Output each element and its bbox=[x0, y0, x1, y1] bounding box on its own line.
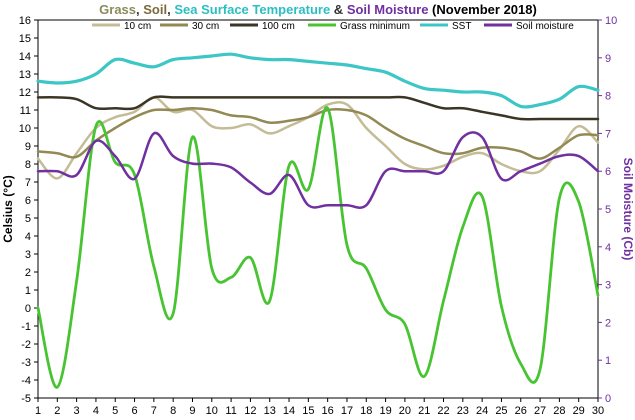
x-tick-label: 1 bbox=[35, 405, 41, 417]
y-left-tick-label: 10 bbox=[19, 123, 31, 135]
x-tick-label: 14 bbox=[283, 405, 295, 417]
y-left-tick-label: -4 bbox=[21, 375, 31, 387]
series-lines bbox=[36, 52, 600, 389]
chart-title-part: Soil Moisture bbox=[347, 2, 429, 17]
y-right-tick-label: 7 bbox=[605, 128, 611, 140]
y-left-tick-label: -5 bbox=[21, 393, 31, 405]
chart-title-part: (November 2018) bbox=[428, 2, 536, 17]
y-left-tick-label: -3 bbox=[21, 357, 31, 369]
legend: 10 cm 30 cm 100 cm Grass minimum SST Soil moi… bbox=[92, 21, 574, 32]
legend-label-sst: SST bbox=[452, 21, 471, 32]
plot-frame bbox=[37, 19, 599, 399]
y-axis-right-title: Soil Moisture (Cb) bbox=[621, 158, 635, 261]
y-left-tick-label: 5 bbox=[25, 213, 31, 225]
y-axis-right: 0 1 2 3 4 5 6 7 8 9 10 bbox=[598, 15, 617, 405]
chart-title-part: Sea Surface Temperature bbox=[174, 2, 330, 17]
legend-label-10-cm: 10 cm bbox=[124, 21, 151, 32]
y-right-tick-label: 6 bbox=[605, 166, 611, 178]
y-left-tick-label: -2 bbox=[21, 339, 31, 351]
x-tick-label: 4 bbox=[93, 405, 99, 417]
y-right-tick-label: 0 bbox=[605, 393, 611, 405]
series-line-sst bbox=[36, 52, 600, 109]
y-right-tick-label: 4 bbox=[605, 242, 611, 254]
x-tick-label: 28 bbox=[553, 405, 565, 417]
y-right-tick-label: 9 bbox=[605, 53, 611, 65]
chart-title-part: , bbox=[136, 2, 143, 17]
x-tick-label: 8 bbox=[170, 405, 176, 417]
x-tick-label: 26 bbox=[515, 405, 527, 417]
chart-title-part: Soil bbox=[143, 2, 167, 17]
y-left-tick-label: -1 bbox=[21, 321, 31, 333]
y-left-tick-label: 8 bbox=[25, 159, 31, 171]
x-tick-label: 13 bbox=[264, 405, 276, 417]
series-line-10-cm bbox=[36, 96, 600, 180]
series-line-soil-moisture bbox=[36, 131, 600, 209]
x-tick-label: 2 bbox=[54, 405, 60, 417]
legend-label-30-cm: 30 cm bbox=[192, 21, 219, 32]
chart-title: Grass, Soil, Sea Surface Temperature & S… bbox=[99, 2, 537, 17]
y-left-tick-label: 16 bbox=[19, 15, 31, 27]
chart-title-part: Grass bbox=[99, 2, 136, 17]
y-left-tick-label: 3 bbox=[25, 249, 31, 261]
y-left-tick-label: 14 bbox=[19, 51, 31, 63]
legend-label-100-cm: 100 cm bbox=[262, 21, 295, 32]
x-tick-label: 17 bbox=[341, 405, 353, 417]
series-line-100-cm bbox=[36, 95, 600, 121]
y-right-tick-label: 3 bbox=[605, 280, 611, 292]
y-left-tick-label: 9 bbox=[25, 141, 31, 153]
y-left-tick-label: 6 bbox=[25, 195, 31, 207]
series-line-grass-minimum bbox=[36, 106, 600, 389]
y-left-tick-label: 4 bbox=[25, 231, 31, 243]
x-tick-label: 29 bbox=[573, 405, 585, 417]
x-tick-label: 25 bbox=[495, 405, 507, 417]
x-tick-label: 18 bbox=[360, 405, 372, 417]
y-left-tick-label: 2 bbox=[25, 267, 31, 279]
x-tick-label: 16 bbox=[322, 405, 334, 417]
y-right-tick-label: 10 bbox=[605, 15, 617, 27]
legend-label-grass-minimum: Grass minimum bbox=[340, 21, 410, 32]
x-axis: 1 2 3 4 5 6 7 8 9 10 11 12 13 14 15 16 17 18 19 20 21 22 23 24 2… bbox=[35, 398, 604, 417]
y-right-tick-label: 8 bbox=[605, 91, 611, 103]
x-tick-label: 11 bbox=[225, 405, 236, 417]
legend-label-soil-moisture: Soil moisture bbox=[516, 21, 574, 32]
y-left-tick-label: 12 bbox=[19, 87, 31, 99]
x-tick-label: 3 bbox=[74, 405, 80, 417]
y-right-tick-label: 1 bbox=[605, 355, 611, 367]
x-tick-label: 7 bbox=[151, 405, 157, 417]
y-right-tick-label: 2 bbox=[605, 317, 611, 329]
x-tick-label: 10 bbox=[206, 405, 218, 417]
x-tick-label: 20 bbox=[399, 405, 411, 417]
x-tick-label: 30 bbox=[592, 405, 604, 417]
y-left-tick-label: 13 bbox=[19, 69, 31, 81]
x-tick-label: 27 bbox=[534, 405, 546, 417]
y-right-tick-label: 5 bbox=[605, 204, 611, 216]
chart-title-part: , bbox=[167, 2, 174, 17]
y-left-tick-label: 1 bbox=[25, 285, 31, 297]
x-tick-label: 5 bbox=[112, 405, 118, 417]
y-left-tick-label: 0 bbox=[25, 303, 31, 315]
series-line-30-cm bbox=[36, 106, 600, 160]
y-left-tick-label: 15 bbox=[19, 33, 31, 45]
y-left-tick-label: 7 bbox=[25, 177, 31, 189]
y-left-tick-label: 11 bbox=[20, 105, 31, 117]
x-tick-label: 23 bbox=[457, 405, 469, 417]
x-tick-label: 15 bbox=[302, 405, 314, 417]
x-tick-label: 24 bbox=[476, 405, 488, 417]
x-tick-label: 6 bbox=[131, 405, 137, 417]
chart-title-part: & bbox=[330, 2, 347, 17]
x-tick-label: 22 bbox=[437, 405, 449, 417]
x-tick-label: 12 bbox=[244, 405, 256, 417]
x-tick-label: 19 bbox=[379, 405, 391, 417]
x-tick-label: 21 bbox=[418, 405, 430, 417]
x-tick-label: 9 bbox=[189, 405, 195, 417]
y-axis-left-title: Celsius (°C) bbox=[1, 175, 15, 242]
